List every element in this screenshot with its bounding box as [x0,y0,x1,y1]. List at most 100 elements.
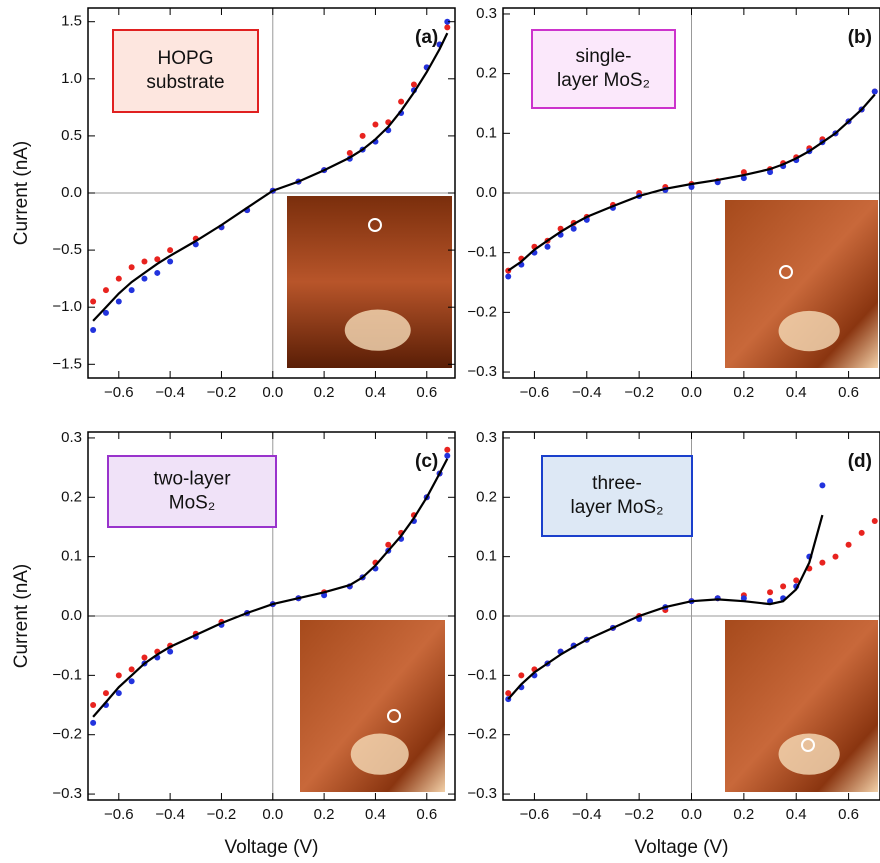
data-point [571,226,577,232]
panel-label: (d) [848,451,872,472]
panel-label: (a) [415,27,438,48]
x-tick-label: −0.4 [155,384,185,401]
label-text: layer MoS₂ [557,70,650,91]
y-axis-label: Current (nA) [11,141,32,246]
y-tick-label: 0.0 [61,607,82,624]
data-point [767,589,773,595]
data-point [90,702,96,708]
x-tick-label: −0.4 [572,384,602,401]
x-tick-label: −0.2 [624,806,654,823]
data-point [116,276,122,282]
inset-feature [779,311,840,351]
x-tick-label: −0.2 [207,806,237,823]
x-tick-label: −0.6 [520,384,550,401]
data-point [154,270,160,276]
x-tick-label: −0.2 [207,384,237,401]
x-tick-label: −0.6 [104,806,134,823]
y-tick-label: 0.3 [476,5,497,22]
x-tick-label: −0.4 [572,806,602,823]
data-point [129,287,135,293]
panel-label: (c) [415,451,438,472]
x-tick-label: 0.0 [262,806,283,823]
y-tick-label: 0.2 [476,488,497,505]
data-point [141,655,147,661]
y-tick-label: −0.1 [52,666,82,683]
x-tick-label: 0.6 [838,806,859,823]
y-tick-label: −0.5 [52,241,82,258]
y-tick-label: −0.3 [52,785,82,802]
y-tick-label: 0.0 [476,184,497,201]
x-tick-label: −0.4 [155,806,185,823]
x-tick-label: 0.0 [681,384,702,401]
data-point [90,720,96,726]
y-tick-label: 0.2 [61,488,82,505]
x-tick-label: 0.4 [365,806,386,823]
x-tick-label: 0.2 [314,806,335,823]
data-point [545,244,551,250]
data-point [505,274,511,280]
y-tick-label: 1.5 [61,13,82,30]
x-tick-label: 0.2 [733,806,754,823]
panel-label: (b) [848,27,872,48]
x-tick-label: 0.4 [365,384,386,401]
x-tick-label: 0.0 [262,384,283,401]
data-point [129,264,135,270]
data-point [444,447,450,453]
data-point [872,518,878,524]
x-tick-label: 0.4 [786,806,807,823]
y-tick-label: 0.1 [61,548,82,565]
data-point [872,89,878,95]
data-point [372,121,378,127]
data-point [167,259,173,265]
y-tick-label: −0.3 [467,785,497,802]
y-tick-label: −1.5 [52,355,82,372]
label-text: single- [576,46,632,67]
label-box [532,30,675,108]
y-tick-label: −0.2 [467,726,497,743]
y-tick-label: 0.5 [61,127,82,144]
y-axis-label: Current (nA) [11,564,32,669]
data-point [859,530,865,536]
x-tick-label: 0.6 [416,806,437,823]
data-point [129,666,135,672]
data-point [90,298,96,304]
x-tick-label: 0.6 [416,384,437,401]
y-tick-label: −0.2 [52,726,82,743]
data-point [360,133,366,139]
data-point [90,327,96,333]
x-tick-label: 0.2 [314,384,335,401]
y-tick-label: 0.1 [476,124,497,141]
data-point [103,690,109,696]
data-point [167,649,173,655]
y-tick-label: −0.1 [467,244,497,261]
data-point [518,672,524,678]
data-point [129,678,135,684]
inset-feature [345,310,411,351]
label-box [108,456,276,527]
x-tick-label: 0.6 [838,384,859,401]
x-tick-label: −0.2 [624,384,654,401]
x-axis-label: Voltage (V) [635,837,729,858]
label-text: MoS₂ [169,493,215,514]
y-tick-label: 0.3 [61,429,82,446]
label-text: three- [592,473,642,494]
label-text: layer MoS₂ [571,497,664,518]
y-tick-label: −0.2 [467,303,497,320]
data-point [167,247,173,253]
data-point [444,24,450,30]
data-point [444,453,450,459]
data-point [141,276,147,282]
x-axis-label: Voltage (V) [225,837,319,858]
x-tick-label: 0.4 [786,384,807,401]
label-text: HOPG [158,48,214,69]
inset-feature [351,734,409,775]
page: {"chart_data": [ {"type": "scatter", "pa… [0,0,880,863]
panel: three-layer MoS₂(d)−0.6−0.4−0.20.00.20.4… [467,429,880,858]
y-tick-label: −0.1 [467,666,497,683]
y-tick-label: 1.0 [61,70,82,87]
data-point [116,672,122,678]
y-tick-label: 0.0 [61,184,82,201]
